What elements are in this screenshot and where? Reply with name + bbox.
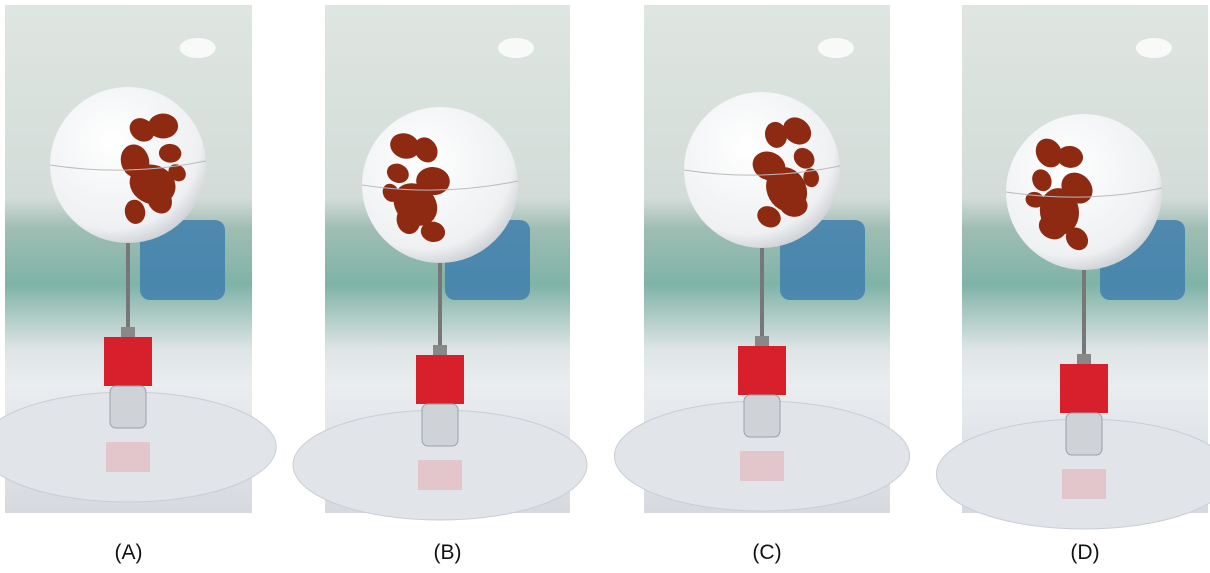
rod-collar xyxy=(121,327,135,337)
reflection xyxy=(740,451,784,481)
panel-label: (A) xyxy=(115,541,143,564)
photo-panel xyxy=(614,5,909,513)
panel-label: (B) xyxy=(434,541,462,564)
photo-panel xyxy=(293,5,587,520)
ceiling-light xyxy=(180,38,216,58)
rod-collar xyxy=(433,345,447,355)
photo-panel xyxy=(936,5,1210,529)
red-cube xyxy=(1060,364,1108,413)
panel-label: (C) xyxy=(752,541,781,564)
rod-collar xyxy=(1077,354,1091,364)
motor-base xyxy=(110,386,146,428)
figure: (A) (B) (C) (D) xyxy=(0,0,1210,573)
ceiling-light xyxy=(498,38,534,58)
reflection xyxy=(106,442,150,472)
photo-panel xyxy=(0,5,276,513)
reflection xyxy=(418,460,462,490)
red-cube xyxy=(104,337,152,386)
red-cube xyxy=(416,355,464,404)
reflection xyxy=(1062,469,1106,499)
ceiling-light xyxy=(818,38,854,58)
red-cube xyxy=(738,346,786,395)
figure-canvas: (A) (B) (C) (D) xyxy=(0,0,1210,573)
motor-base xyxy=(1066,413,1102,455)
motor-base xyxy=(744,395,780,437)
rod-collar xyxy=(755,336,769,346)
motor-base xyxy=(422,404,458,446)
ceiling-light xyxy=(1136,38,1172,58)
panel-label: (D) xyxy=(1070,541,1099,564)
